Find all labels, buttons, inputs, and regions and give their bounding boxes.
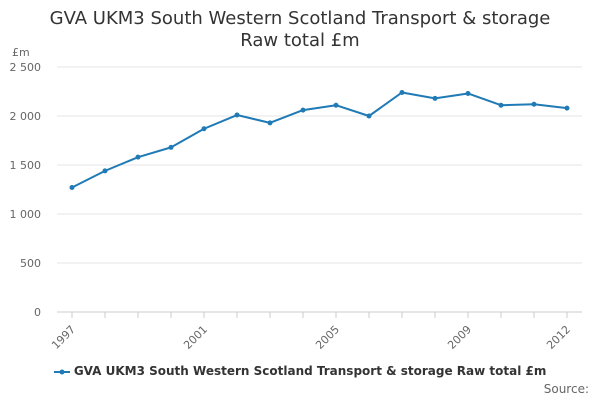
data-point	[234, 112, 240, 118]
gridlines	[57, 66, 582, 313]
data-point	[498, 102, 504, 108]
y-tick-label: 1 000	[10, 208, 42, 221]
x-tick-label: 2009	[445, 323, 474, 352]
x-tick-label: 2005	[313, 323, 342, 352]
data-point	[531, 101, 537, 107]
data-point	[399, 89, 405, 95]
y-tick-label: 2 000	[10, 110, 42, 123]
x-tick-label: 2001	[181, 323, 210, 352]
series-layer	[69, 89, 570, 191]
y-tick-label: 1 500	[10, 159, 42, 172]
x-tick-label: 1997	[49, 323, 78, 352]
legend-label: GVA UKM3 South Western Scotland Transpor…	[73, 364, 547, 378]
y-tick-label: 500	[20, 257, 41, 270]
data-point	[69, 185, 75, 191]
data-point	[333, 102, 339, 108]
data-point	[366, 113, 372, 119]
data-point	[432, 95, 438, 101]
chart-title: GVA UKM3 South Western Scotland Transpor…	[49, 8, 551, 29]
series-line	[71, 91, 568, 189]
y-axis-label: £m	[12, 46, 30, 59]
legend-marker-icon	[53, 369, 70, 374]
y-tick-label: 0	[34, 306, 41, 319]
data-point	[465, 90, 471, 96]
data-point	[564, 105, 570, 111]
data-point	[267, 120, 273, 126]
data-point	[300, 107, 306, 113]
legend[interactable]: GVA UKM3 South Western Scotland Transpor…	[0, 364, 600, 378]
data-point	[201, 126, 207, 132]
data-point	[168, 144, 174, 150]
source-credit: Source:	[543, 382, 589, 396]
chart-subtitle: Raw total £m	[240, 30, 360, 51]
x-tick-label: 2012	[544, 323, 573, 352]
data-point	[135, 154, 141, 160]
data-point	[102, 168, 108, 174]
chart-title-block: GVA UKM3 South Western Scotland Transpor…	[0, 8, 600, 52]
y-tick-label: 2 500	[10, 61, 42, 74]
axes: 0 500 1 000 1 500 2 000 2 500 £m 1997 2001 2005 20…	[10, 46, 582, 352]
